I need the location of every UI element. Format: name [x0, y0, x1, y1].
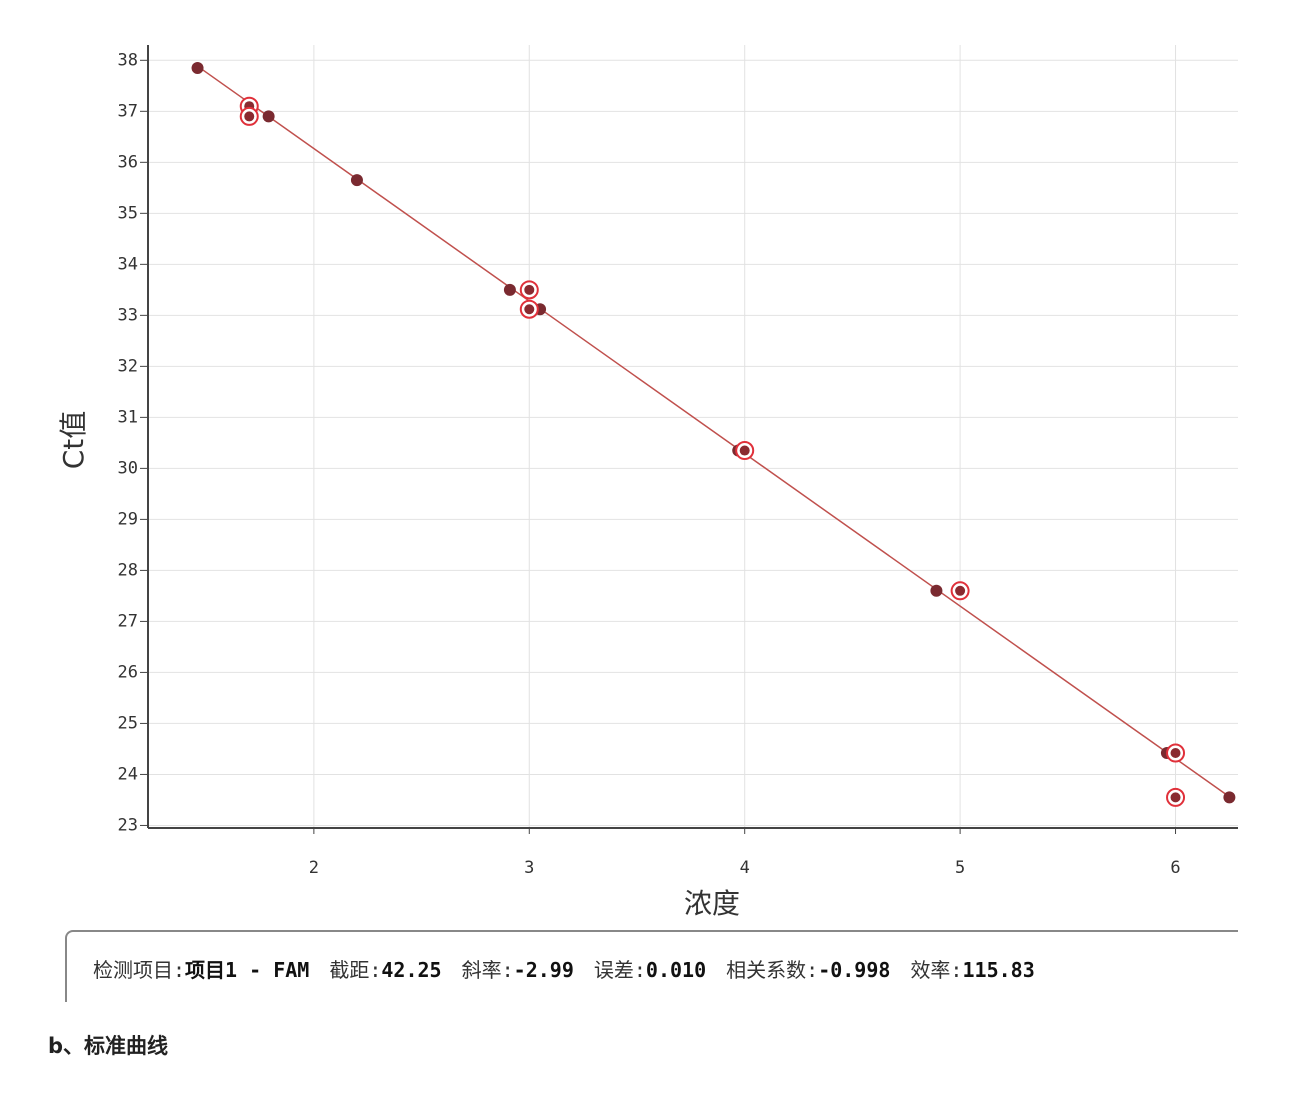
y-tick-label: 29: [118, 509, 138, 529]
x-tick-label: 2: [309, 858, 319, 878]
y-tick-label: 27: [118, 611, 138, 631]
standard-point: [735, 441, 755, 461]
stat-value: -2.99: [513, 958, 574, 982]
x-tick-label: 3: [524, 858, 534, 878]
x-tick-label: 4: [740, 858, 750, 878]
standard-point: [1166, 743, 1186, 763]
stat-label: 效率:: [910, 958, 963, 982]
y-tick-label: 23: [118, 815, 138, 835]
standard-point: [239, 106, 259, 126]
y-tick-label: 30: [118, 458, 138, 478]
standard-point: [1166, 787, 1186, 807]
y-tick-label: 36: [118, 152, 138, 172]
stat-value: 42.25: [381, 958, 442, 982]
standard-point: [519, 299, 539, 319]
stat-value: 0.010: [645, 958, 707, 982]
y-tick-label: 34: [118, 254, 138, 274]
y-axis-label: Ct值: [57, 411, 90, 470]
standard-point: [519, 280, 539, 300]
point: [262, 110, 275, 123]
point: [503, 283, 516, 296]
point: [1223, 791, 1236, 804]
y-tick-label: 35: [118, 203, 138, 223]
y-tick-label: 24: [118, 764, 138, 784]
point: [244, 111, 255, 122]
point: [524, 284, 535, 295]
y-tick-label: 37: [118, 101, 138, 121]
caption: b、标准曲线: [48, 1034, 169, 1058]
y-tick-label: 33: [118, 305, 138, 325]
stat-label: 误差:: [593, 958, 646, 982]
point: [524, 304, 535, 315]
y-tick-label: 28: [118, 560, 138, 580]
y-tick-label: 25: [118, 713, 138, 733]
y-tick-label: 32: [118, 356, 138, 376]
point: [350, 174, 363, 187]
point: [191, 61, 204, 74]
chart: 浓度 Ct值 232425262728293031323334353637382…: [57, 45, 1238, 920]
point: [739, 445, 750, 456]
fit-line: [197, 65, 1230, 798]
stat-label: 截距:: [329, 958, 382, 982]
x-tick-label: 5: [955, 858, 965, 878]
stats-panel: 检测项目:项目1 - FAM 截距:42.25 斜率:-2.99 误差:0.010 相关…: [65, 930, 1238, 1002]
point: [955, 585, 966, 596]
y-tick-label: 31: [118, 407, 138, 427]
stat-label: 斜率:: [461, 958, 514, 982]
point: [1170, 792, 1181, 803]
x-tick-label: 6: [1170, 858, 1180, 878]
stat-value: -0.998: [818, 958, 891, 982]
stat-label: 检测项目:: [93, 958, 186, 982]
y-tick-label: 38: [118, 50, 138, 70]
stat-label: 相关系数:: [726, 958, 819, 982]
x-axis-label: 浓度: [684, 887, 740, 920]
stat-value: 115.83: [962, 958, 1035, 982]
point: [1170, 748, 1181, 759]
y-tick-label: 26: [118, 662, 138, 682]
stat-value: 项目1 - FAM: [185, 958, 310, 982]
point: [930, 584, 943, 597]
standard-point: [950, 581, 970, 601]
